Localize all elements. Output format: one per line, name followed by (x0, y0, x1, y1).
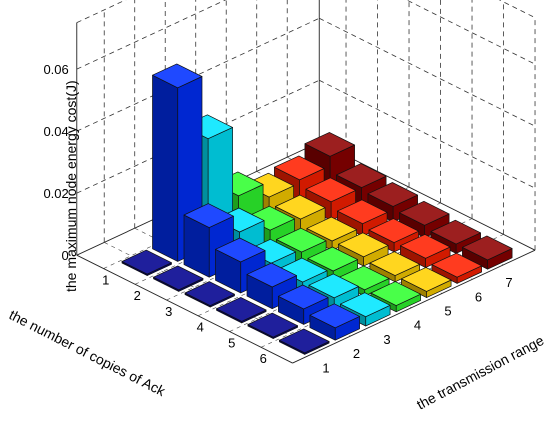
z-tick-label: 0.02 (43, 186, 68, 201)
x-axis-label: the transmission range (414, 332, 547, 413)
bar (184, 281, 235, 308)
bar-top-face (401, 267, 452, 292)
bar-top-face (278, 284, 329, 310)
bar-top-face (306, 216, 357, 242)
bar-top-face (183, 203, 234, 228)
bar-top-face (309, 303, 360, 329)
grid-line (319, 141, 536, 251)
bar-top-face (399, 200, 450, 226)
box-top-edge (498, 0, 536, 19)
bar (431, 252, 482, 284)
bar-top-face (367, 182, 418, 207)
bar-top-face (304, 132, 355, 157)
grid-line (319, 79, 536, 189)
bar-side-face (152, 74, 179, 262)
x-tick-label: 6 (475, 289, 482, 304)
z-tick-label: 0.06 (43, 62, 68, 77)
bar-top-face (275, 194, 326, 220)
bar-top-face (430, 219, 481, 245)
bar-top-face (337, 199, 388, 225)
bar-top-face (462, 235, 513, 261)
bar-top-face (338, 232, 389, 258)
y-axis-label: the number of copies of Ack (7, 306, 169, 399)
bar-top-face (431, 252, 482, 278)
y-tick-label: 2 (134, 288, 141, 303)
x-tick-label: 3 (383, 332, 390, 347)
x-tick-label: 5 (444, 303, 451, 318)
grid-line (319, 17, 536, 127)
y-tick-label: 5 (228, 335, 235, 350)
y-tick-label: 1 (102, 272, 109, 287)
y-axis-line (76, 254, 293, 364)
bar (121, 249, 172, 276)
x-tick-label: 1 (322, 360, 329, 375)
bar (247, 312, 298, 339)
bar (401, 267, 452, 298)
bar-top-face (153, 265, 204, 291)
bar-top-face (307, 246, 358, 272)
bar-top-face (308, 273, 359, 299)
bar-top-face (276, 227, 327, 253)
bar-top-face (400, 234, 451, 259)
bar-top-face (368, 218, 419, 243)
z-tick-label: 0 (62, 248, 69, 263)
bar (369, 251, 420, 283)
bar-top-face (247, 312, 298, 338)
bar-top-face (369, 251, 420, 276)
grid-line (76, 0, 227, 70)
bar (153, 265, 204, 292)
bar (309, 303, 360, 341)
bar-top-face (246, 262, 297, 288)
bar (216, 297, 267, 324)
bar-top-face (340, 292, 391, 318)
x-tick-label: 4 (414, 318, 421, 333)
x-tick-label: 2 (353, 346, 360, 361)
bar-top-face (274, 155, 325, 181)
x-tick-label: 7 (505, 275, 512, 290)
bar-top-face (121, 249, 172, 275)
bar (279, 328, 330, 355)
bar-top-face (305, 177, 356, 203)
y-tick-label: 4 (197, 320, 204, 335)
y-tick-label: 3 (165, 304, 172, 319)
bar-top-face (336, 163, 387, 188)
bars-layer (121, 63, 513, 355)
bar-top-face (184, 281, 235, 306)
bar-top-face (279, 328, 330, 354)
z-axis-label: the maximum node energy cost(J) (63, 80, 79, 292)
tick-labels: 0 0.02 0.04 0.06 1 2 3 4 5 6 1 2 3 4 5 6 7 (43, 62, 512, 375)
box-top-edge (76, 0, 127, 24)
bar-top-face (216, 297, 267, 322)
bar-top-face (215, 237, 266, 263)
bar-top-face (370, 281, 421, 306)
x-axis-line (292, 249, 536, 364)
grid-line (405, 0, 536, 65)
y-tick-label: 6 (260, 351, 267, 366)
bar-top-face (152, 63, 203, 89)
z-tick-label: 0.04 (43, 124, 68, 139)
